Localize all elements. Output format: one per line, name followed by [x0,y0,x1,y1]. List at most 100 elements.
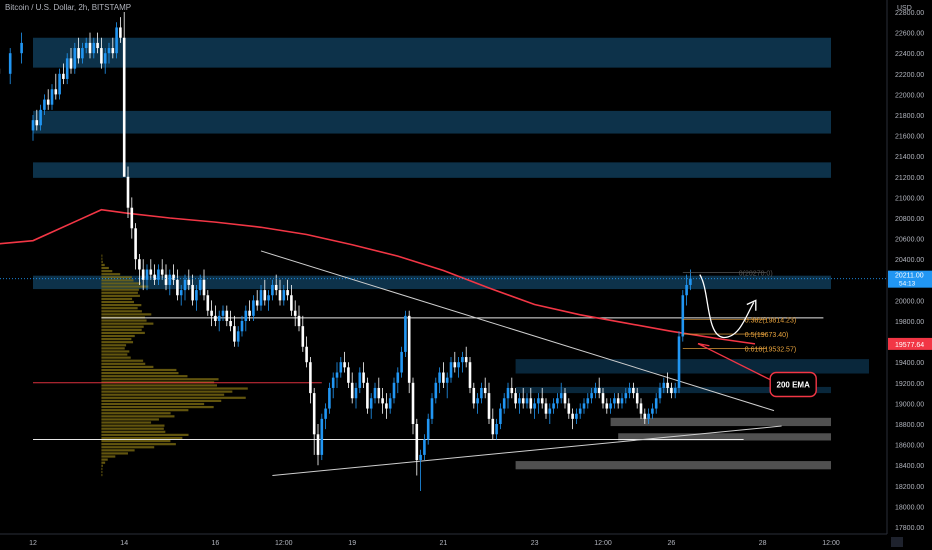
current-price-value: 20211.00 [895,273,924,280]
fib-label-1: 0.5(19673.40) [745,332,789,339]
candle-body [221,310,225,316]
price-tick-label: 17800.00 [895,525,924,532]
candle-body [514,393,517,404]
candle-body [77,48,80,59]
time-tick-label: 12 [29,540,37,547]
candle-body [639,403,643,414]
volume-profile-bar [101,310,142,313]
candle-body [248,310,251,316]
price-tick-label: 20600.00 [895,237,924,244]
price-tick-label: 21800.00 [895,113,924,120]
candle-body [510,387,514,394]
volume-profile-bar [101,396,246,399]
candle-body [525,398,529,404]
candle-body [229,321,232,327]
volume-profile-bar [101,344,127,347]
candle-body [274,284,278,291]
candle-body [81,48,84,59]
candle-body [119,27,122,38]
volume-profile-bar [101,375,188,378]
volume-profile-bar [101,470,103,474]
time-tick-label: 21 [440,540,448,547]
ema-price-value: 19577.64 [895,342,924,349]
candle-body [130,207,134,229]
volume-profile-bar [101,273,121,276]
volume-profile-bar [101,455,116,458]
candle-body [415,424,419,461]
price-tick-label: 18200.00 [895,484,924,491]
candle-body [597,387,601,394]
price-tick-label: 22000.00 [895,92,924,99]
volume-profile-bar [101,378,219,381]
candle-body [423,439,426,455]
candle-body [65,58,69,79]
price-tick-label: 22400.00 [895,51,924,58]
volume-profile-bar [101,347,125,350]
chart-title: Bitcoin / U.S. Dollar, 2h, BITSTAMP [5,3,132,12]
candle-body [69,58,73,69]
candle-body [430,398,434,419]
price-axis-currency: USD [897,5,912,12]
candle-body [457,362,460,368]
volume-profile-bar [101,436,183,440]
candle-body [271,284,274,296]
volume-profile-bar [101,402,205,406]
candle-body [145,269,149,280]
volume-profile-bar [101,288,139,291]
candle-body [419,454,422,461]
volume-profile-bar [101,390,233,393]
candle-body [107,48,111,54]
candle-body [651,408,654,414]
volume-profile-bar [101,300,134,304]
candle-body [39,109,42,126]
candle-body [411,382,415,424]
axis-settings-button[interactable] [891,537,903,547]
time-tick-label: 23 [531,540,539,547]
candle-body [111,48,115,54]
candle-body [590,393,593,399]
price-tick-label: 18600.00 [895,443,924,450]
volume-profile-bar [101,412,171,415]
candle-body [244,310,248,321]
volume-profile-bar [101,443,176,446]
price-tick-label: 19800.00 [895,319,924,326]
volume-profile-bar [101,415,175,418]
volume-profile-bar [101,270,113,273]
volume-profile-bar [101,291,138,294]
volume-profile-bar [101,458,108,461]
candle-body [20,42,23,54]
candle-body [662,382,666,388]
candle-body [164,274,168,285]
candle-body [666,382,669,388]
candle-body [309,362,312,394]
candle-body [613,398,616,404]
candle-body [556,398,559,404]
ema-callout-pointer [697,343,771,381]
volume-profile-bar [101,464,103,467]
candle-body [601,393,605,404]
time-axis-bg [0,534,932,550]
candle-body [392,382,396,399]
time-tick-label: 16 [212,540,220,547]
zone-supply-3 [33,275,831,290]
candle-body [567,403,571,414]
candle-body [449,362,453,378]
volume-profile-bar [101,325,144,328]
fib-top-label: 0(20270.0) [739,271,773,278]
price-tick-label: 21000.00 [895,195,924,202]
candle-body [647,413,650,419]
zone-supply-2 [33,162,831,178]
candle-body [198,279,202,291]
candle-body [616,398,620,404]
ema-callout-label: 200 EMA [777,381,811,390]
candle-body [84,42,88,49]
candle-body [533,403,536,409]
price-tick-label: 19000.00 [895,401,924,408]
candle-body [464,357,468,363]
candle-body [331,377,335,388]
candle-body [252,300,255,316]
current-price-countdown: 54:13 [899,281,916,288]
candle-body [240,321,244,332]
trendline-1 [272,425,782,476]
